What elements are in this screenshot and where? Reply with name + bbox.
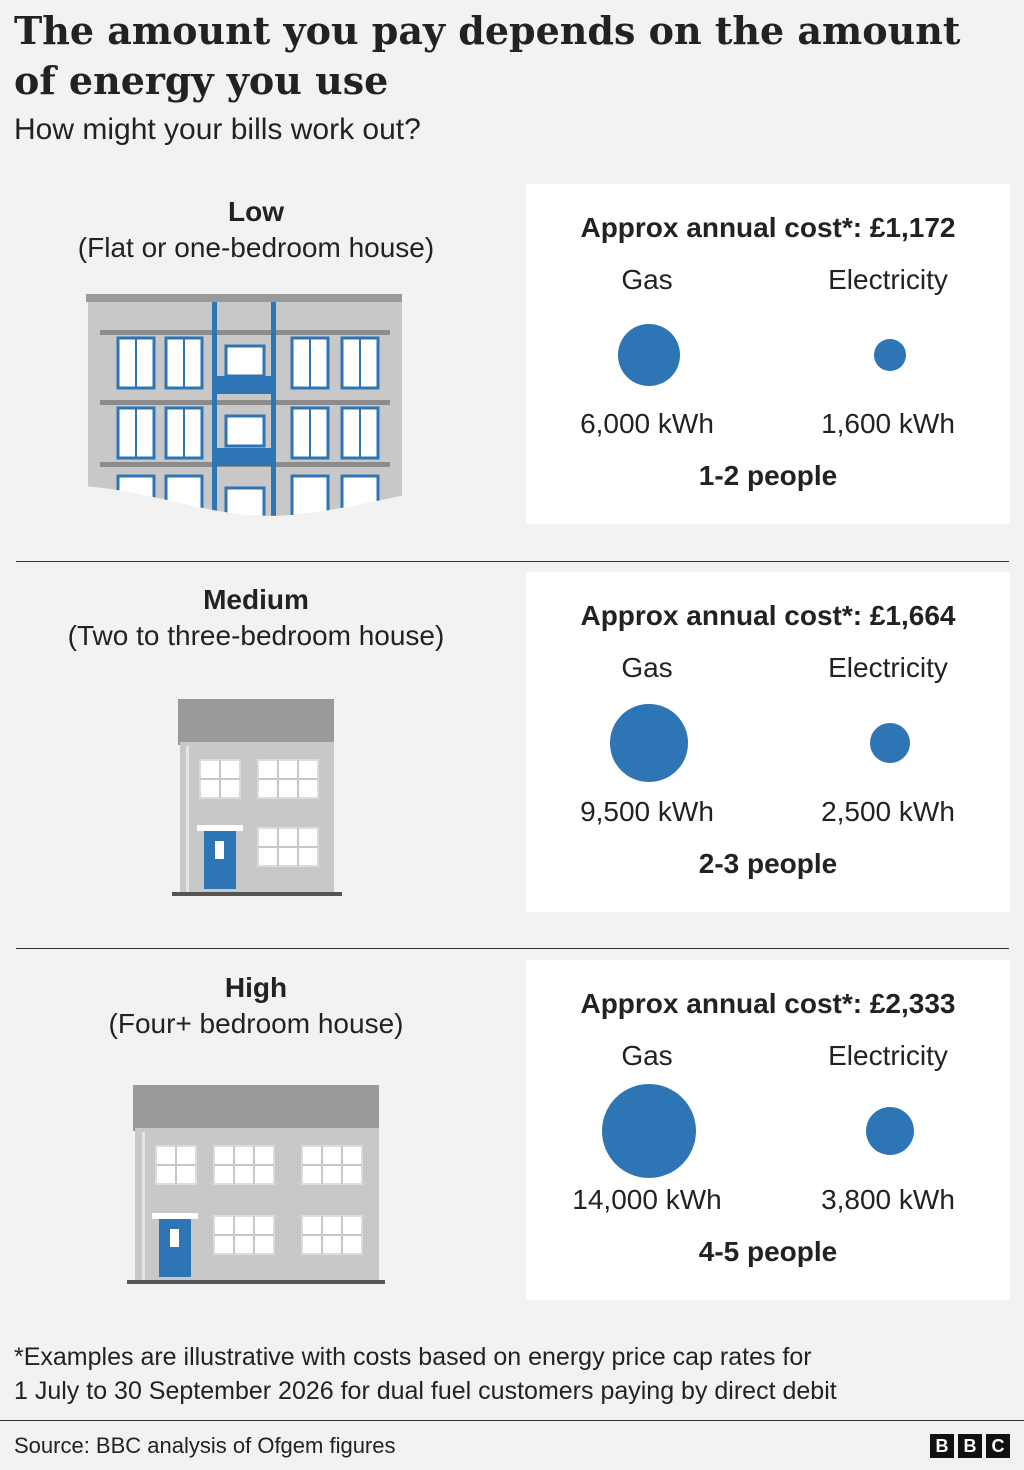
logo-letter: B bbox=[930, 1434, 954, 1458]
gas-label: Gas bbox=[621, 1040, 673, 1071]
gas-label: Gas bbox=[621, 652, 673, 683]
divider bbox=[16, 948, 1009, 949]
large-house-icon bbox=[127, 1085, 385, 1284]
footnote: *Examples are illustrative with costs ba… bbox=[14, 1340, 1014, 1408]
tier-description: (Four+ bedroom house) bbox=[108, 1008, 404, 1039]
page-subtitle: How might your bills work out? bbox=[14, 113, 421, 146]
cost-card: Approx annual cost*: £2,333 Gas Electric… bbox=[526, 960, 1010, 1300]
annual-cost: Approx annual cost*: £1,172 bbox=[580, 212, 956, 243]
cost-card: Approx annual cost*: £1,664 Gas Electric… bbox=[526, 572, 1010, 912]
electricity-value: 3,800 kWh bbox=[821, 1184, 955, 1215]
tier-medium: Medium (Two to three-bedroom house) Appr… bbox=[0, 572, 1024, 942]
gas-bubble bbox=[610, 704, 688, 782]
tier-label: Medium (Two to three-bedroom house) bbox=[0, 582, 512, 654]
gas-bubble bbox=[602, 1084, 696, 1178]
tier-description: (Flat or one-bedroom house) bbox=[77, 232, 435, 263]
flat-building-icon bbox=[80, 294, 410, 534]
gas-label: Gas bbox=[621, 264, 673, 295]
footer-divider bbox=[0, 1420, 1024, 1421]
logo-letter: C bbox=[986, 1434, 1010, 1458]
tier-name: Low bbox=[228, 196, 284, 227]
cost-card: Approx annual cost*: £1,172 Gas Electric… bbox=[526, 184, 1010, 524]
electricity-bubble bbox=[870, 723, 910, 763]
tier-high: High (Four+ bedroom house) Approx annual bbox=[0, 960, 1024, 1330]
tier-name: Medium bbox=[203, 584, 309, 615]
bbc-logo: B B C bbox=[930, 1434, 1010, 1458]
footnote-line: 1 July to 30 September 2026 for dual fue… bbox=[14, 1377, 837, 1405]
source-text: Source: BBC analysis of Ofgem figures bbox=[14, 1433, 396, 1458]
small-house-icon bbox=[172, 699, 342, 896]
people-count: 4-5 people bbox=[698, 1236, 838, 1267]
tier-low: Low (Flat or one-bedroom house) bbox=[0, 184, 1024, 554]
electricity-value: 1,600 kWh bbox=[821, 408, 955, 439]
divider bbox=[16, 561, 1009, 562]
annual-cost: Approx annual cost*: £1,664 bbox=[580, 600, 956, 631]
tier-description: (Two to three-bedroom house) bbox=[67, 620, 445, 651]
gas-value: 9,500 kWh bbox=[580, 796, 714, 827]
gas-value: 14,000 kWh bbox=[572, 1184, 722, 1215]
page-title: The amount you pay depends on the amount… bbox=[14, 8, 961, 103]
annual-cost: Approx annual cost*: £2,333 bbox=[580, 988, 956, 1019]
people-count: 1-2 people bbox=[698, 460, 838, 491]
footnote-line: *Examples are illustrative with costs ba… bbox=[14, 1343, 812, 1371]
logo-letter: B bbox=[958, 1434, 982, 1458]
electricity-bubble bbox=[874, 339, 906, 371]
electricity-label: Electricity bbox=[828, 652, 948, 683]
electricity-value: 2,500 kWh bbox=[821, 796, 955, 827]
electricity-label: Electricity bbox=[828, 264, 948, 295]
tier-name: High bbox=[224, 972, 288, 1003]
electricity-bubble bbox=[865, 1106, 915, 1156]
people-count: 2-3 people bbox=[698, 848, 838, 879]
gas-value: 6,000 kWh bbox=[580, 408, 714, 439]
tier-label: High (Four+ bedroom house) bbox=[0, 970, 512, 1042]
tier-label: Low (Flat or one-bedroom house) bbox=[0, 194, 512, 266]
gas-bubble bbox=[618, 324, 680, 386]
electricity-label: Electricity bbox=[828, 1040, 948, 1071]
